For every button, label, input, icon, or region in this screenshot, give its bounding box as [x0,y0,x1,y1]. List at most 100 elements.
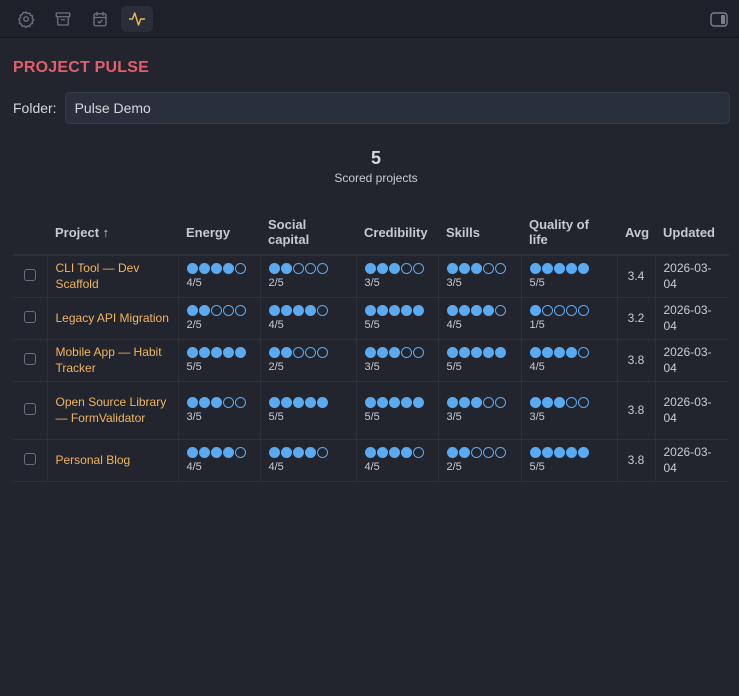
score-dots[interactable] [529,263,609,275]
project-link[interactable]: Open Source Library — FormValidator [55,395,167,425]
filled-dot-icon[interactable] [553,397,565,408]
empty-dot-icon[interactable] [400,347,412,358]
empty-dot-icon[interactable] [316,447,328,458]
empty-dot-icon[interactable] [304,263,316,275]
filled-dot-icon[interactable] [446,397,458,408]
empty-dot-icon[interactable] [541,305,553,316]
filled-dot-icon[interactable] [280,263,292,275]
filled-dot-icon[interactable] [210,397,222,408]
empty-dot-icon[interactable] [210,305,222,316]
filled-dot-icon[interactable] [364,347,376,358]
filled-dot-icon[interactable] [316,397,328,408]
filled-dot-icon[interactable] [541,397,553,408]
filled-dot-icon[interactable] [304,447,316,458]
score-dots[interactable] [364,447,430,458]
filled-dot-icon[interactable] [364,397,376,408]
filled-dot-icon[interactable] [210,263,222,275]
filled-dot-icon[interactable] [470,347,482,358]
empty-dot-icon[interactable] [494,305,506,316]
filled-dot-icon[interactable] [268,347,280,358]
filled-dot-icon[interactable] [268,305,280,316]
empty-dot-icon[interactable] [292,263,304,275]
column-header-updated[interactable]: Updated [663,224,715,240]
filled-dot-icon[interactable] [470,263,482,275]
column-header-skills[interactable]: Skills [446,224,480,240]
filled-dot-icon[interactable] [304,305,316,316]
row-checkbox[interactable] [23,452,36,465]
filled-dot-icon[interactable] [222,263,234,275]
score-dots[interactable] [446,305,513,316]
filled-dot-icon[interactable] [553,263,565,275]
empty-dot-icon[interactable] [482,447,494,458]
filled-dot-icon[interactable] [565,347,577,358]
empty-dot-icon[interactable] [482,397,494,408]
filled-dot-icon[interactable] [529,263,541,275]
filled-dot-icon[interactable] [388,263,400,275]
filled-dot-icon[interactable] [292,397,304,408]
empty-dot-icon[interactable] [494,447,506,458]
row-checkbox[interactable] [23,310,36,323]
score-dots[interactable] [529,347,609,358]
filled-dot-icon[interactable] [388,305,400,316]
filled-dot-icon[interactable] [482,347,494,358]
filled-dot-icon[interactable] [280,305,292,316]
column-header-energy[interactable]: Energy [186,224,231,240]
filled-dot-icon[interactable] [388,347,400,358]
filled-dot-icon[interactable] [388,397,400,408]
filled-dot-icon[interactable] [376,347,388,358]
empty-dot-icon[interactable] [316,263,328,275]
filled-dot-icon[interactable] [376,263,388,275]
row-checkbox[interactable] [23,352,36,365]
score-dots[interactable] [186,305,252,316]
filled-dot-icon[interactable] [400,447,412,458]
settings-button[interactable] [10,6,42,32]
filled-dot-icon[interactable] [412,397,424,408]
filled-dot-icon[interactable] [268,397,280,408]
empty-dot-icon[interactable] [234,397,246,408]
filled-dot-icon[interactable] [458,305,470,316]
filled-dot-icon[interactable] [210,447,222,458]
score-dots[interactable] [268,263,348,275]
filled-dot-icon[interactable] [268,263,280,275]
filled-dot-icon[interactable] [388,447,400,458]
project-link[interactable]: Legacy API Migration [55,311,169,325]
filled-dot-icon[interactable] [446,305,458,316]
row-checkbox[interactable] [23,268,36,281]
empty-dot-icon[interactable] [482,263,494,275]
score-dots[interactable] [364,305,430,316]
filled-dot-icon[interactable] [304,397,316,408]
empty-dot-icon[interactable] [304,347,316,358]
score-dots[interactable] [446,447,513,458]
filled-dot-icon[interactable] [458,397,470,408]
filled-dot-icon[interactable] [529,397,541,408]
empty-dot-icon[interactable] [553,305,565,316]
archive-button[interactable] [47,6,79,32]
score-dots[interactable] [446,263,513,275]
filled-dot-icon[interactable] [565,263,577,275]
empty-dot-icon[interactable] [565,397,577,408]
score-dots[interactable] [529,305,609,316]
filled-dot-icon[interactable] [553,347,565,358]
filled-dot-icon[interactable] [446,263,458,275]
empty-dot-icon[interactable] [234,447,246,458]
filled-dot-icon[interactable] [280,347,292,358]
filled-dot-icon[interactable] [458,263,470,275]
column-header-avg[interactable]: Avg [625,224,650,240]
column-header-social-capital[interactable]: Social capital [268,217,310,247]
filled-dot-icon[interactable] [364,305,376,316]
score-dots[interactable] [186,447,252,458]
filled-dot-icon[interactable] [364,447,376,458]
filled-dot-icon[interactable] [412,305,424,316]
filled-dot-icon[interactable] [470,305,482,316]
filled-dot-icon[interactable] [222,447,234,458]
pulse-button[interactable] [121,5,153,32]
empty-dot-icon[interactable] [316,347,328,358]
filled-dot-icon[interactable] [529,447,541,458]
score-dots[interactable] [268,347,348,358]
filled-dot-icon[interactable] [400,305,412,316]
empty-dot-icon[interactable] [577,347,589,358]
empty-dot-icon[interactable] [234,305,246,316]
score-dots[interactable] [364,263,430,275]
score-dots[interactable] [529,447,609,458]
filled-dot-icon[interactable] [494,347,506,358]
